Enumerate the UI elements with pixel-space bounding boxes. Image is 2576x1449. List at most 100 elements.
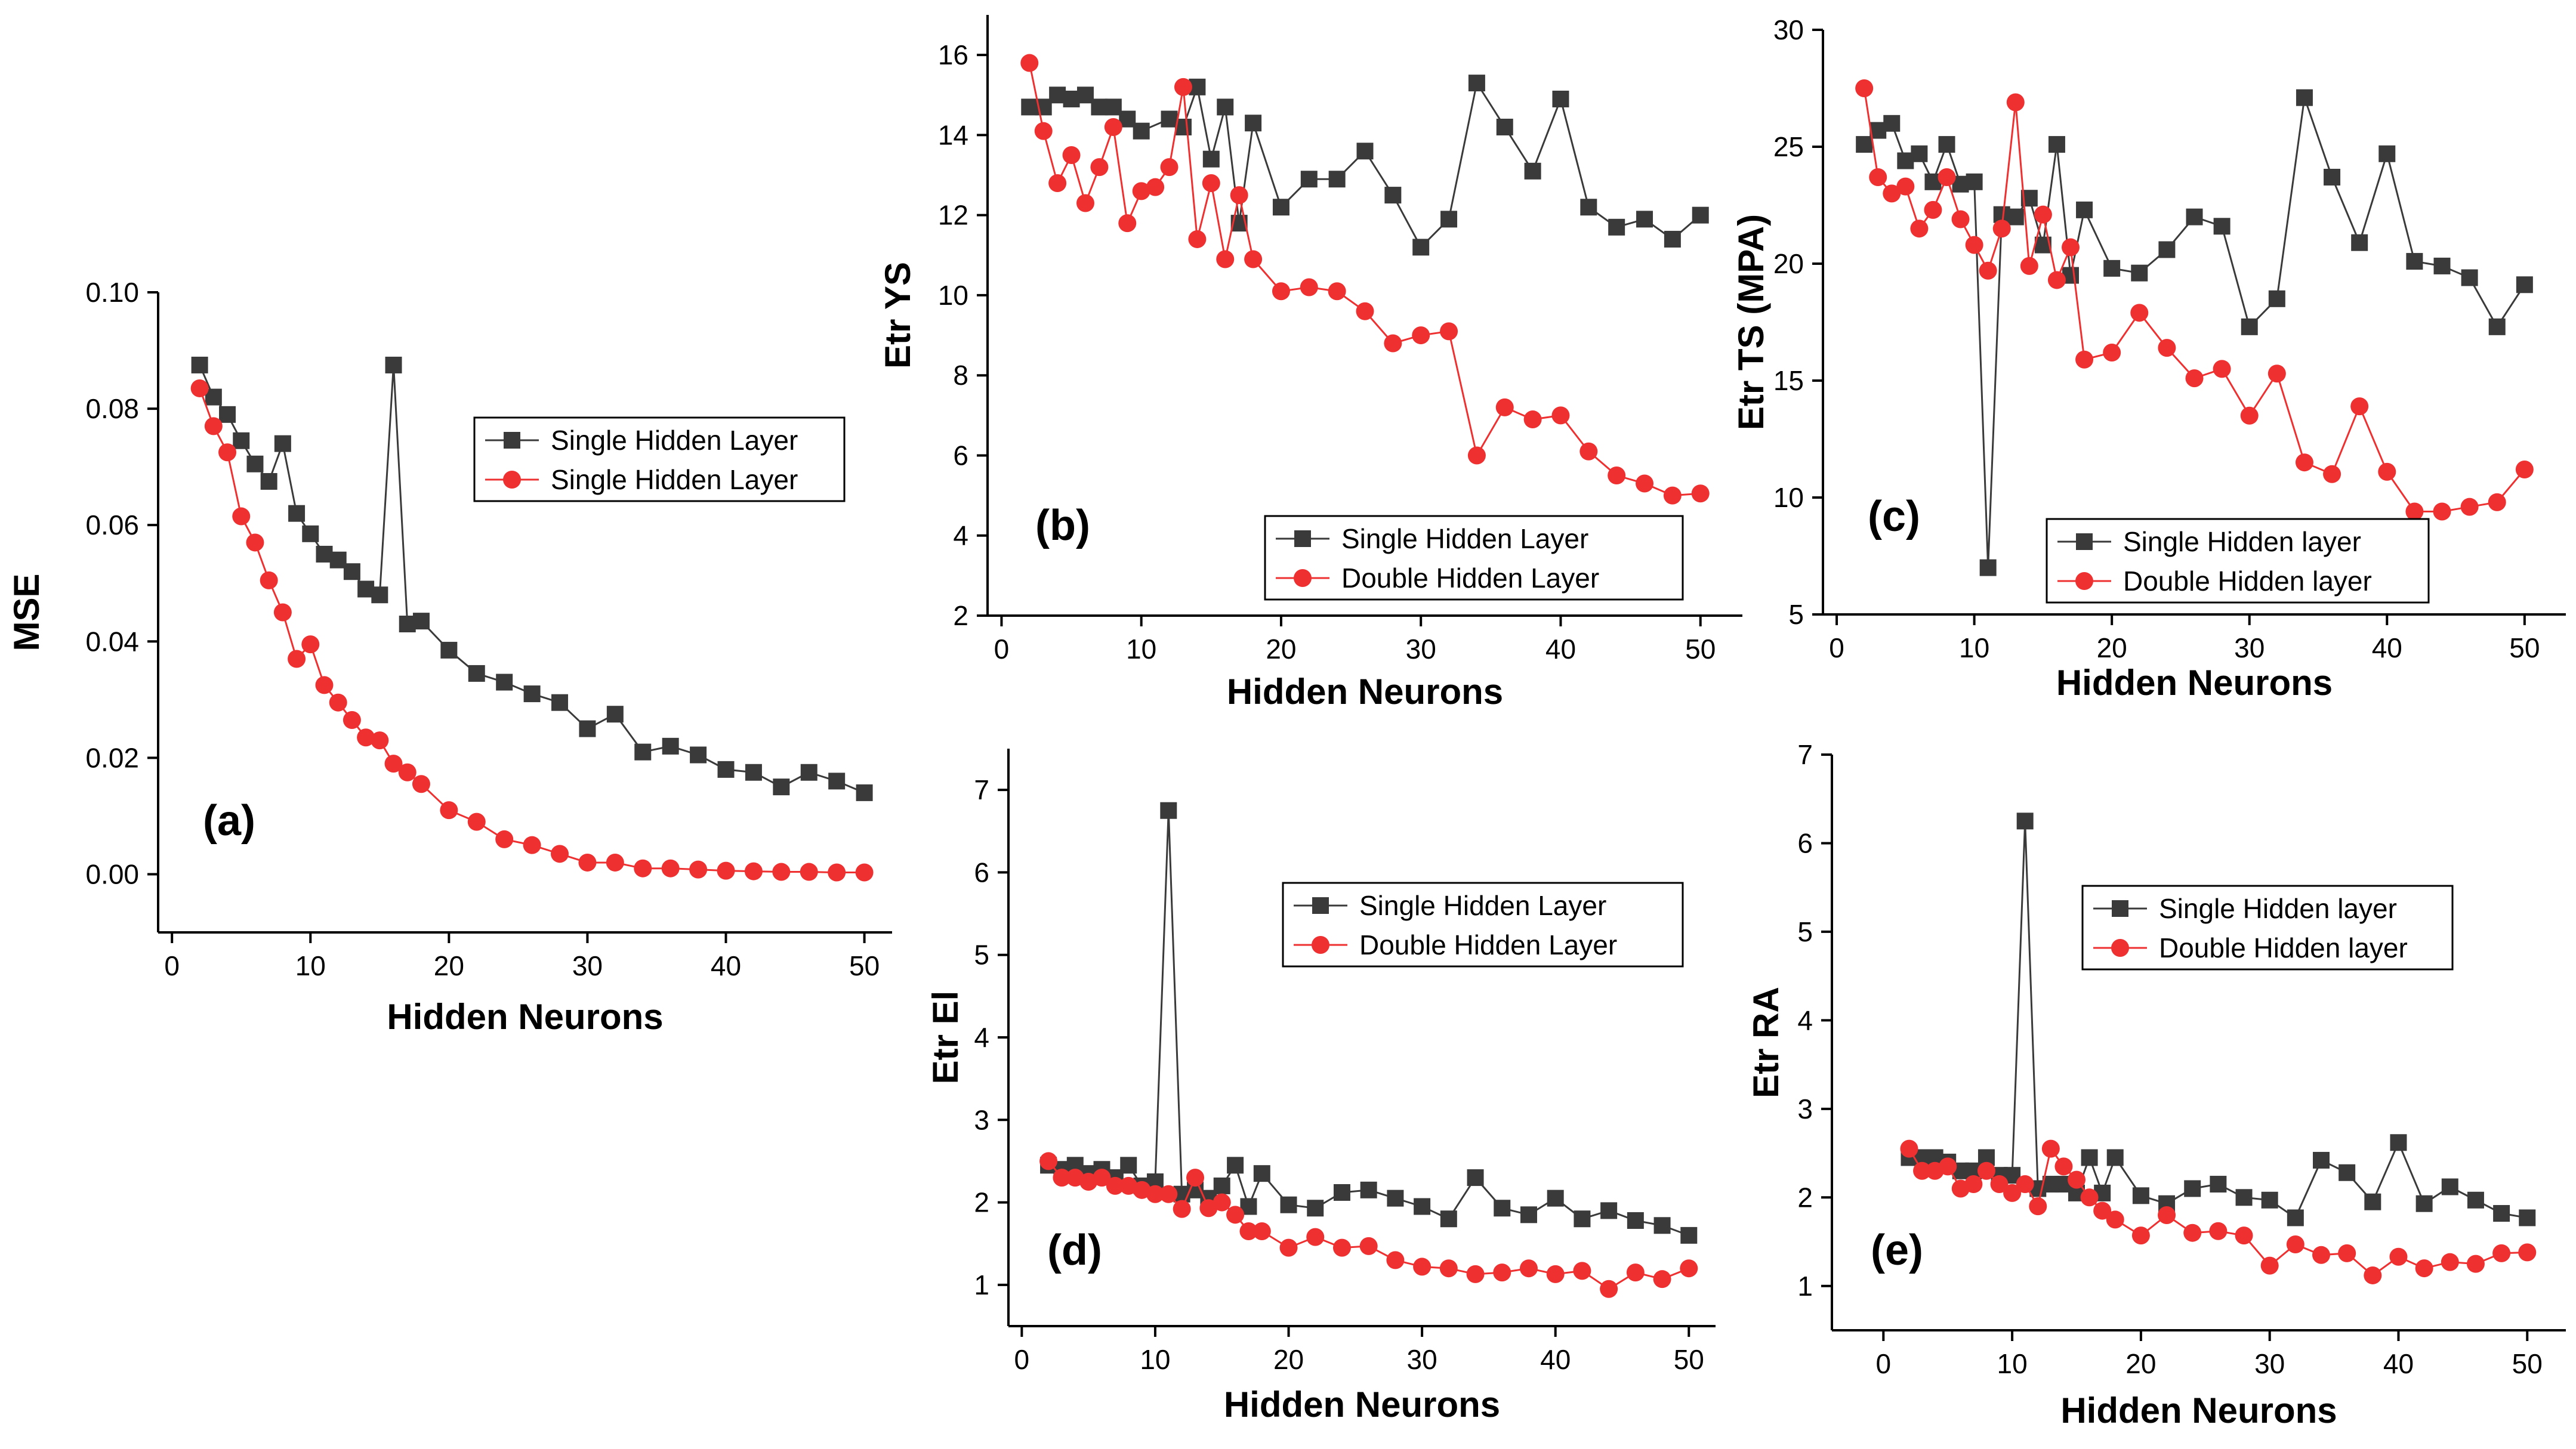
data-point-circle [1467,446,1486,465]
data-point-circle [717,861,735,880]
data-point-square [2106,1149,2124,1166]
panel-e: 0 10 20 30 40 50 1 2 3 4 5 6 7 Hidden Neurons Etr RA Si… [1746,739,2566,1431]
data-point-square [2364,1193,2381,1210]
legend-label: Double Hidden Layer [1359,929,1617,960]
data-point-circle [260,571,278,589]
y-tick-label: 10 [938,280,968,311]
x-axis-title: Hidden Neurons [387,997,663,1037]
data-point-circle [2488,493,2506,511]
series-double [1900,1139,2537,1284]
x-tick-label: 40 [1540,1344,1571,1375]
x-tick-label: 40 [711,950,741,981]
series-line [1909,821,2528,1219]
data-point-square [745,764,762,781]
data-point-square [2210,1176,2227,1193]
data-point-circle [2016,1175,2034,1194]
data-point-square [2378,145,2396,162]
data-point-circle [1636,474,1654,493]
data-point-circle [1306,1228,1325,1246]
data-point-circle [1519,1259,1538,1278]
x-axis-title: Hidden Neurons [1224,1385,1500,1425]
data-point-square [579,720,596,737]
data-point-circle [1653,1270,1671,1289]
data-point-circle [772,863,791,881]
x-tick-label: 50 [1685,634,1716,665]
series-double [1039,1152,1698,1298]
legend-box [473,416,846,502]
data-point-circle [1356,302,1374,320]
y-tick-label: 5 [1797,916,1813,947]
data-point-circle [1359,1237,1378,1255]
legend-marker-square [1294,530,1311,547]
data-point-square [1300,171,1318,188]
data-point-square [2339,1164,2356,1181]
data-point-square [1384,187,1402,204]
data-point-circle [2213,360,2231,378]
data-point-circle [371,731,389,750]
data-point-circle [551,845,569,863]
data-point-circle [1020,54,1039,72]
data-point-square [551,694,569,711]
y-axis-title: Etr TS (MPA) [1731,214,1771,430]
data-point-square [1911,145,1928,162]
y-tick-label: 4 [974,1022,989,1053]
series-line [1863,88,2525,513]
panel-label: (e) [1871,1226,1923,1274]
data-point-circle [2041,1139,2060,1158]
data-point-circle [1910,220,1929,238]
data-point-circle [398,763,417,781]
data-point-square [343,563,360,580]
legend-label: Single Hidden Layer [551,425,798,456]
data-point-square [440,641,458,659]
data-point-square [2433,257,2451,274]
data-point-square [856,784,873,801]
data-point-square [1883,115,1901,132]
x-tick-label: 30 [2234,632,2265,663]
data-point-circle [1216,250,1235,268]
data-point-circle [2235,1226,2253,1245]
data-point-circle [2047,271,2066,289]
data-point-square [2103,259,2121,277]
data-point-circle [606,853,624,872]
data-point-circle [744,862,763,880]
data-point-circle [1608,466,1626,485]
legend-box [1282,882,1684,968]
panel-d: 0 10 20 30 40 50 1 2 3 4 5 6 7 Hidden Neurons Etr El Si… [925,749,1716,1425]
x-tick-label: 50 [849,950,880,981]
x-tick-label: 20 [2125,1348,2156,1379]
data-point-circle [2029,1197,2047,1216]
data-point-square [523,685,541,703]
data-point-circle [1300,278,1318,296]
data-point-circle [2518,1243,2537,1262]
y-tick-label: 0.04 [85,626,139,657]
series-line [1028,63,1701,497]
series-single [1856,89,2533,576]
data-point-circle [246,533,264,552]
data-point-circle [1992,220,2011,238]
data-point-square [2296,89,2313,106]
x-tick-label: 30 [2254,1348,2285,1379]
data-point-circle [2158,1206,2176,1224]
data-point-circle [1977,1161,1995,1180]
data-point-square [1161,110,1178,128]
data-point-square [2158,241,2176,258]
y-tick-label: 2 [953,600,968,631]
data-point-circle [1230,186,1248,205]
data-point-circle [1626,1263,1645,1282]
data-point-circle [1924,200,1942,219]
data-point-square [1356,143,1374,160]
data-point-square [634,743,652,761]
legend-label: Single Hidden Layer [1341,523,1588,554]
data-point-square [1520,1206,1537,1224]
data-point-circle [2062,238,2080,257]
data-point-square [2016,812,2034,830]
data-point-circle [1495,398,1514,416]
legend-label: Double Hidden Layer [1341,563,1599,594]
data-point-square [1966,173,1983,190]
data-point-circle [2268,364,2286,383]
data-point-circle [2106,1210,2124,1229]
data-point-circle [2130,304,2149,322]
y-tick-label: 6 [1797,827,1813,858]
data-point-square [1494,1200,1511,1217]
